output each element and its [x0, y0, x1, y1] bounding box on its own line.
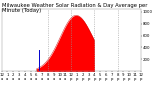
Text: Milwaukee Weather Solar Radiation & Day Average per Minute (Today): Milwaukee Weather Solar Radiation & Day …: [2, 3, 147, 13]
